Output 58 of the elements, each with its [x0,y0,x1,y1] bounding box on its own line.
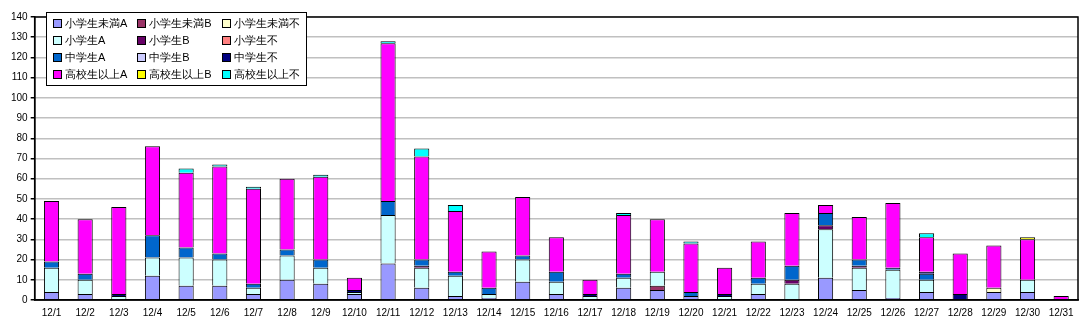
x-tick-label: 12/23 [779,306,805,318]
y-tick-label: 140 [11,10,29,22]
x-tick-label: 12/17 [577,306,603,318]
x-tick-label: 12/22 [745,306,772,318]
x-tick-label: 12/2 [75,306,96,318]
legend-label: 中学生B [149,50,190,65]
x-tick-label: 12/3 [109,306,129,318]
x-tick-label: 12/10 [341,306,368,318]
x-tick-label: 12/20 [678,306,704,318]
x-tick-label: 12/28 [947,306,974,318]
x-tick-label: 12/26 [880,306,906,318]
y-tick-label: 30 [16,233,29,245]
y-tick-label: 120 [11,51,29,63]
x-tick-label: 12/31 [1048,306,1075,318]
x-tick-label: 12/18 [611,306,637,318]
legend-label: 高校生以上A [65,67,128,82]
x-tick-label: 12/14 [476,306,502,318]
y-tick-label: 130 [11,30,29,42]
legend-label: 小学生未満不 [233,16,300,31]
x-tick-label: 12/27 [914,306,940,318]
x-tick-label: 12/8 [277,306,298,318]
x-tick-label: 12/19 [644,306,671,318]
legend-label: 小学生未満A [65,16,128,31]
legend-label: 小学生A [65,33,106,48]
x-tick-label: 12/7 [243,306,264,318]
legend-label: 小学生未満B [149,16,212,31]
x-tick-label: 12/13 [442,306,469,318]
x-tick-label: 12/4 [142,306,163,318]
y-tick-label: 110 [11,71,29,83]
legend-label: 中学生A [65,50,106,65]
x-tick-label: 12/15 [510,306,536,318]
x-tick-label: 12/29 [981,306,1007,318]
y-tick-label: 90 [16,111,29,123]
legend-label: 中学生不 [233,50,278,65]
y-tick-label: 40 [16,212,29,224]
y-tick-label: 60 [16,172,29,184]
x-tick-label: 12/5 [176,306,197,318]
y-tick-label: 50 [16,192,29,204]
y-tick-label: 70 [16,152,29,164]
x-tick-label: 12/30 [1015,306,1041,318]
legend-label: 高校生以上不 [233,67,300,82]
y-tick-label: 80 [16,132,29,144]
x-tick-label: 12/6 [210,306,230,318]
x-tick-label: 12/24 [813,306,839,318]
legend-label: 高校生以上B [149,67,212,82]
x-tick-label: 12/21 [712,306,738,318]
x-tick-label: 12/11 [375,306,401,318]
y-tick-label: 10 [16,273,29,285]
legend-label: 小学生不 [233,33,278,48]
y-tick-label: 20 [16,253,29,265]
y-tick-label: 100 [11,91,29,103]
x-tick-label: 12/12 [409,306,435,318]
x-tick-label: 12/1 [41,306,62,318]
legend-label: 小学生B [149,33,190,48]
x-tick-label: 12/16 [543,306,570,318]
y-tick-label: 0 [22,293,29,305]
x-tick-label: 12/25 [846,306,873,318]
x-tick-label: 12/9 [311,306,331,318]
